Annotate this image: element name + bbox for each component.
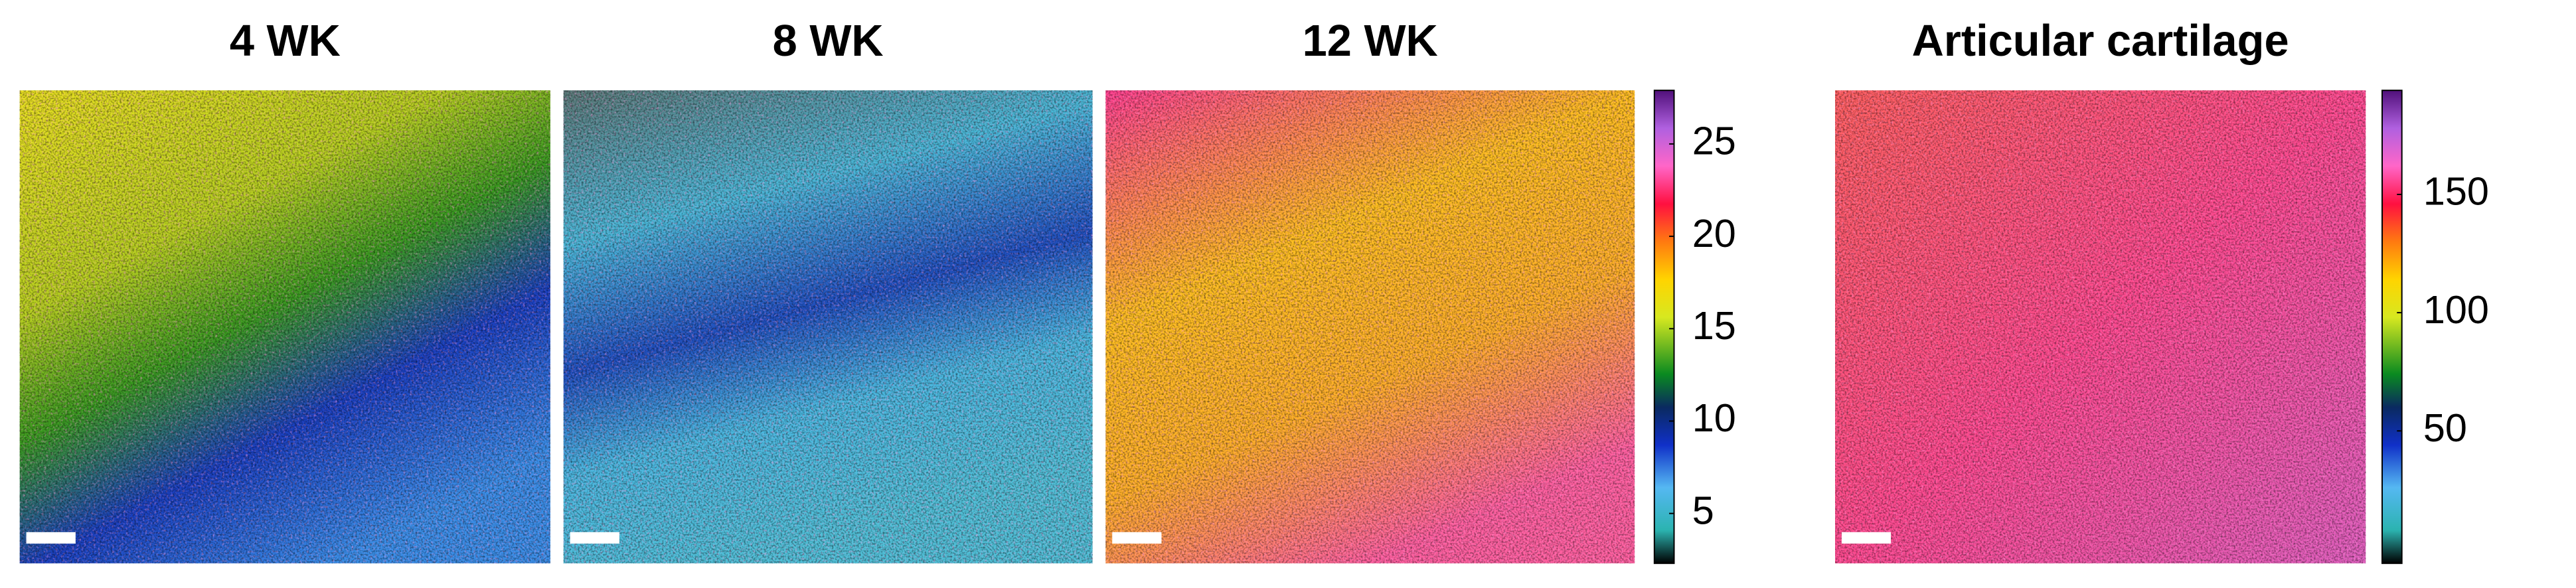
colorbar-tick-label: 50 [2423, 405, 2467, 450]
colorbar-tick-label: 15 [1692, 303, 1736, 348]
colorbar-tick-label: 10 [1692, 396, 1736, 440]
heatmap-texture [1835, 90, 2366, 563]
scale-bar [26, 532, 76, 544]
panels: 4 WK 8 WK 12 WK 5 10 15 20 25 Articular cartilag… [19, 17, 2489, 564]
scale-bar [1841, 532, 1892, 544]
colorbar [1653, 90, 1675, 564]
colorbar [2381, 90, 2403, 564]
panel-title: 12 WK [1303, 17, 1438, 66]
panel-title: 8 WK [773, 17, 884, 66]
colorbar-tick-label: 150 [2423, 169, 2489, 214]
colorbar-tick-label: 25 [1692, 119, 1736, 163]
heatmap-texture [1105, 90, 1635, 563]
scale-bar [570, 532, 619, 544]
panel-title: Articular cartilage [1912, 17, 2289, 66]
colorbar-tick-label: 5 [1692, 488, 1714, 532]
colorbar-tick-label: 20 [1692, 211, 1736, 256]
colorbar-tick-label: 100 [2423, 287, 2489, 332]
scale-bar [1112, 532, 1162, 544]
heatmap-texture [19, 90, 550, 563]
heatmap-texture [563, 90, 1093, 563]
panel-title: 4 WK [230, 17, 341, 66]
